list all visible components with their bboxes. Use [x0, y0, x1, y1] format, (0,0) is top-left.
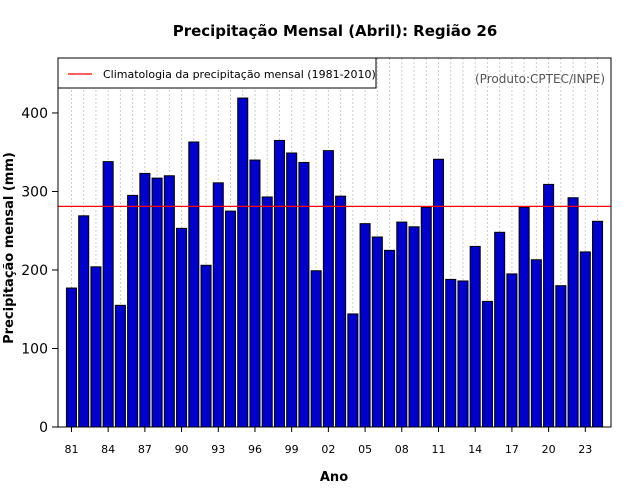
bar-2013 [457, 280, 469, 428]
y-tick-label: 300 [21, 184, 48, 200]
x-tick-label: 93 [211, 443, 225, 456]
bar-2006 [371, 236, 383, 428]
x-tick-label: 84 [101, 443, 115, 456]
x-tick-label: 20 [542, 443, 556, 456]
bar-2003 [335, 195, 347, 428]
y-tick-label: 400 [21, 106, 48, 122]
bar-2004 [347, 313, 359, 428]
bar-2020 [543, 183, 555, 428]
bar-2005 [359, 223, 371, 428]
bar-2019 [530, 259, 542, 428]
x-tick-label: 14 [468, 443, 482, 456]
x-axis-title: Ano [320, 470, 348, 485]
bar-2001 [310, 270, 322, 428]
x-tick-label: 90 [175, 443, 189, 456]
bar-1990 [176, 227, 188, 428]
bar-1997 [261, 196, 273, 428]
bar-2000 [298, 161, 310, 428]
x-tick-label: 87 [138, 443, 152, 456]
bar-1988 [151, 177, 163, 428]
x-tick-label: 02 [321, 443, 335, 456]
bar-2024 [592, 220, 604, 428]
bar-1992 [200, 264, 212, 428]
x-tick-label: 05 [358, 443, 372, 456]
bar-2018 [518, 206, 530, 428]
bar-1993 [212, 182, 224, 428]
bar-1987 [139, 172, 151, 428]
bar-1982 [78, 215, 90, 428]
x-tick-label: 99 [285, 443, 299, 456]
bar-2012 [445, 278, 457, 428]
bars [65, 97, 604, 428]
bar-2022 [567, 197, 579, 428]
bar-2015 [481, 300, 493, 428]
x-axis: 81 84 87 90 93 96 99 02 05 08 11 14 17 20 23 [64, 427, 592, 456]
legend: Climatologia da precipitação mensal (198… [57, 57, 377, 89]
x-tick-label: 96 [248, 443, 262, 456]
bar-1994 [224, 210, 237, 428]
y-tick-label: 100 [21, 341, 48, 357]
bar-2002 [322, 150, 334, 428]
x-tick-label: 08 [395, 443, 409, 456]
x-tick-label: 17 [505, 443, 519, 456]
bar-2010 [420, 206, 432, 428]
bar-2009 [408, 226, 420, 428]
bar-2023 [579, 251, 591, 428]
y-axis: 0 100 200 300 400 [21, 106, 58, 436]
y-axis-title: Precipitação mensal (mm) [2, 152, 17, 344]
bar-1981 [65, 287, 77, 428]
legend-label: Climatologia da precipitação mensal (198… [103, 68, 376, 81]
bar-2016 [494, 231, 506, 428]
y-tick-label: 200 [21, 263, 48, 279]
bar-2014 [469, 245, 481, 428]
y-tick-label: 0 [39, 420, 48, 436]
x-tick-label: 81 [64, 443, 78, 456]
chart-title: Precipitação Mensal (Abril): Região 26 [173, 22, 498, 40]
legend-box [57, 57, 377, 89]
bar-2011 [432, 158, 445, 428]
bar-2017 [506, 273, 518, 428]
bar-2008 [396, 221, 408, 428]
bar-1985 [114, 304, 126, 428]
bar-1991 [188, 141, 200, 428]
bar-1998 [273, 139, 285, 428]
bar-1983 [90, 266, 102, 428]
bar-1999 [286, 152, 298, 428]
bar-2021 [555, 285, 567, 428]
bar-1996 [249, 159, 261, 428]
bar-1995 [237, 97, 249, 428]
bar-1989 [163, 175, 175, 428]
bar-1986 [127, 194, 139, 428]
credit-text: (Produto:CPTEC/INPE) [475, 72, 605, 86]
x-tick-label: 11 [431, 443, 445, 456]
bar-1984 [102, 161, 114, 428]
bar-2007 [384, 249, 396, 428]
x-tick-label: 23 [578, 443, 592, 456]
